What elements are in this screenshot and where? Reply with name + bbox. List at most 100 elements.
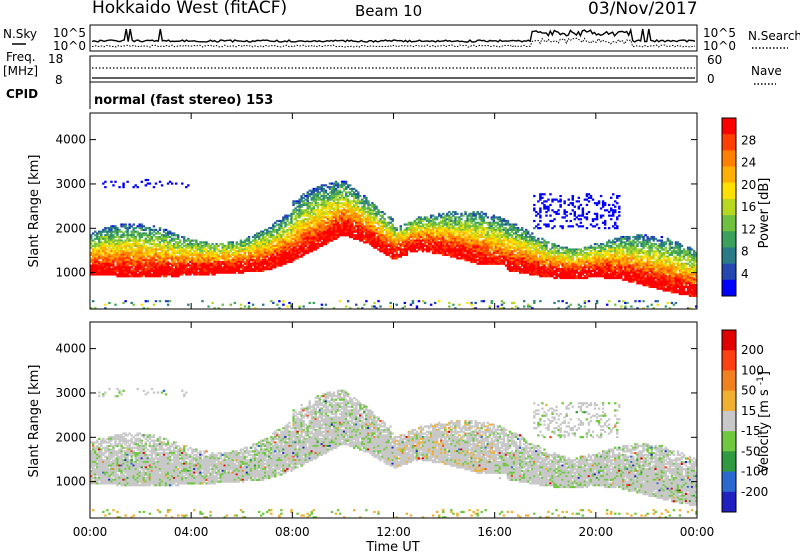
heatmap-cell <box>114 255 117 258</box>
heatmap-cell <box>239 241 243 244</box>
heatmap-cell <box>152 257 156 260</box>
heatmap-cell <box>209 250 212 253</box>
heatmap-cell <box>110 271 113 274</box>
heatmap-cell <box>276 228 279 231</box>
heatmap-cell <box>156 260 160 264</box>
heatmap-cell <box>191 268 194 271</box>
heatmap-cell <box>126 262 129 265</box>
heatmap-cell <box>270 235 273 239</box>
heatmap-cell <box>302 209 305 212</box>
heatmap-cell <box>221 251 224 255</box>
heatmap-cell <box>174 266 178 269</box>
heatmap-cell <box>98 241 101 244</box>
heatmap-cell <box>288 223 291 226</box>
heatmap-cell <box>168 241 172 244</box>
heatmap-cell <box>92 268 95 271</box>
freq-tick-8: 8 <box>55 73 63 87</box>
heatmap-cell <box>266 237 269 240</box>
heatmap-cell <box>320 186 324 189</box>
heatmap-cell <box>164 239 168 242</box>
heatmap-cell <box>310 196 313 199</box>
heatmap-cell <box>298 305 301 308</box>
heatmap-cell <box>312 230 315 233</box>
heatmap-cell <box>92 273 95 276</box>
heatmap-cell <box>268 227 271 230</box>
heatmap-cell <box>302 221 305 224</box>
heatmap-cell <box>280 255 283 258</box>
heatmap-cell <box>166 248 170 251</box>
heatmap-cell <box>322 187 326 191</box>
heatmap-cell <box>106 255 109 258</box>
heatmap-cell <box>209 262 212 265</box>
heatmap-cell <box>138 232 141 235</box>
heatmap-cell <box>96 244 99 248</box>
heatmap-cell <box>280 219 283 223</box>
heatmap-cell <box>243 244 247 248</box>
heatmap-cell <box>189 241 192 244</box>
heatmap-cell <box>314 239 318 242</box>
heatmap-cell <box>215 262 218 265</box>
heatmap-cell <box>152 234 156 237</box>
heatmap-cell <box>102 235 105 239</box>
heatmap-cell <box>104 227 107 230</box>
heatmap-cell <box>251 255 255 258</box>
heatmap-cell <box>174 255 178 258</box>
heatmap-cell <box>219 264 222 267</box>
heatmap-cell <box>227 262 231 265</box>
heatmap-cell <box>112 235 115 239</box>
heatmap-cell <box>482 300 485 303</box>
heatmap-cell <box>205 243 208 246</box>
heatmap-cell <box>423 301 427 305</box>
heatmap-cell <box>302 253 305 256</box>
heatmap-cell <box>359 194 362 198</box>
heatmap-cell <box>136 225 139 228</box>
heatmap-cell <box>195 250 198 253</box>
heatmap-cell <box>201 273 204 276</box>
heatmap-cell <box>219 255 222 258</box>
heatmap-cell <box>215 257 218 260</box>
heatmap-cell <box>134 268 137 271</box>
heatmap-cell <box>177 255 180 258</box>
heatmap-cell <box>231 269 235 272</box>
heatmap-cell <box>136 257 139 260</box>
heatmap-cell <box>229 255 233 258</box>
heatmap-cell <box>290 228 293 231</box>
heatmap-cell <box>259 244 263 248</box>
heatmap-cell <box>195 243 198 246</box>
heatmap-cell <box>316 246 320 249</box>
heatmap-cell <box>266 255 269 258</box>
heatmap-cell <box>128 225 131 228</box>
heatmap-cell <box>132 275 135 278</box>
heatmap-cell <box>112 262 115 265</box>
heatmap-cell <box>138 264 141 267</box>
heatmap-cell <box>257 251 261 255</box>
heatmap-cell <box>181 250 184 253</box>
heatmap-cell <box>94 268 97 271</box>
heatmap-cell <box>90 307 93 310</box>
heatmap-cell <box>276 244 279 248</box>
heatmap-cell <box>158 248 162 251</box>
heatmap-cell <box>290 305 293 308</box>
heatmap-cell <box>148 230 152 233</box>
heatmap-cell <box>185 273 188 276</box>
heatmap-cell <box>92 262 95 265</box>
heatmap-cell <box>199 255 202 258</box>
heatmap-cell <box>257 237 261 240</box>
heatmap-cell <box>296 241 299 244</box>
heatmap-cell <box>162 248 166 251</box>
heatmap-cell <box>259 266 263 269</box>
heatmap-cell <box>211 253 214 256</box>
heatmap-cell <box>168 232 172 235</box>
heatmap-cell <box>270 246 273 249</box>
heatmap-cell <box>290 227 293 230</box>
heatmap-cell <box>310 211 313 214</box>
heatmap-cell <box>114 250 117 253</box>
heatmap-cell <box>205 255 208 258</box>
heatmap-cell <box>177 248 180 251</box>
heatmap-cell <box>148 227 152 230</box>
heatmap-cell <box>98 243 101 246</box>
heatmap-cell <box>282 303 285 306</box>
heatmap-cell <box>292 202 295 205</box>
heatmap-cell <box>98 262 101 265</box>
heatmap-cell <box>255 248 259 251</box>
